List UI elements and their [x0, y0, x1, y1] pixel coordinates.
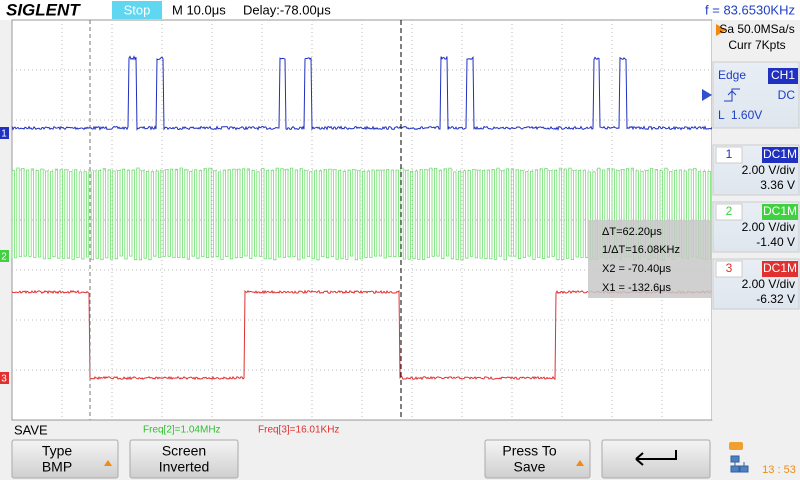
- channel-offset: -6.32 V: [756, 292, 795, 306]
- trigger-source-box: [768, 68, 798, 84]
- network-icon: [730, 455, 749, 473]
- sample-marker: [716, 24, 726, 36]
- channel-number: 1: [726, 147, 733, 161]
- ch3-marker-label: 3: [1, 374, 7, 385]
- channel-scale: 2.00 V/div: [742, 163, 795, 177]
- channel-coupling: DC1M: [763, 147, 797, 161]
- menu-button-arrow: [104, 460, 112, 466]
- channel-number: 2: [726, 204, 733, 218]
- trigger-level: L 1.60V: [718, 108, 762, 122]
- menu-title: SAVE: [14, 422, 48, 437]
- memory-depth: Curr 7Kpts: [728, 38, 785, 52]
- channel-number-box: [715, 146, 743, 164]
- cursor-panel: [588, 220, 712, 298]
- brand: SIGLENT: [6, 0, 81, 19]
- trigger-type: Edge: [718, 68, 746, 82]
- channel-coupling-box: [762, 261, 798, 277]
- frequency: f = 83.6530KHz: [705, 2, 795, 17]
- cursor-delta: ΔT=62.20μs: [602, 226, 662, 238]
- status-box: [112, 1, 162, 19]
- timebase: M 10.0μs: [172, 2, 226, 17]
- back-icon: [635, 450, 677, 466]
- cursor-inverse: 1/ΔT=16.08KHz: [602, 244, 680, 256]
- freq-ch2: Freq[2]=1.04MHz: [143, 425, 221, 436]
- channel-offset: -1.40 V: [756, 235, 795, 249]
- menu-button-label: Type: [42, 443, 73, 459]
- ch1-marker: [0, 127, 9, 139]
- menu-button[interactable]: [11, 439, 119, 479]
- channel-coupling-box: [762, 204, 798, 220]
- trigger-level-marker: [702, 89, 712, 101]
- menu-button-arrow: [576, 460, 584, 466]
- menu-button[interactable]: [484, 439, 591, 479]
- header-bar: [0, 0, 800, 20]
- channel-scale: 2.00 V/div: [742, 277, 795, 291]
- ch1-marker-label: 1: [1, 129, 7, 140]
- menu-button-value: BMP: [42, 459, 72, 475]
- ch1-waveform: [11, 55, 713, 131]
- ch2-marker: [0, 250, 9, 262]
- menu-button[interactable]: [129, 439, 239, 479]
- run-status: Stop: [124, 2, 151, 17]
- trigger-coupling: DC: [778, 88, 796, 102]
- channel-number: 3: [726, 261, 733, 275]
- channel-coupling-box: [762, 147, 798, 163]
- menu-button-value: Inverted: [159, 459, 210, 475]
- freq-ch3: Freq[3]=16.01KHz: [258, 425, 339, 436]
- clock: 13 : 53: [762, 464, 796, 476]
- menu-button-value: Save: [514, 459, 546, 475]
- channel-scale: 2.00 V/div: [742, 220, 795, 234]
- channel-coupling: DC1M: [763, 204, 797, 218]
- channel-number-box: [715, 260, 743, 278]
- delay: Delay:-78.00μs: [243, 2, 331, 17]
- channel-coupling: DC1M: [763, 261, 797, 275]
- sample-rate: Sa 50.0MSa/s: [719, 22, 794, 36]
- menu-button-label: Press To: [502, 443, 556, 459]
- trigger-source: CH1: [771, 68, 795, 82]
- cursor-x2-value: X2 = -70.40μs: [602, 263, 672, 275]
- menu-button-label: Screen: [162, 443, 206, 459]
- cursor-x1-value: X1 = -132.6μs: [602, 282, 672, 294]
- edge-icon: [724, 88, 740, 102]
- channel-number-box: [715, 203, 743, 221]
- battery-icon: [729, 442, 743, 450]
- ch3-marker: [0, 372, 9, 384]
- channel-offset: 3.36 V: [760, 178, 795, 192]
- ch2-marker-label: 2: [1, 252, 7, 263]
